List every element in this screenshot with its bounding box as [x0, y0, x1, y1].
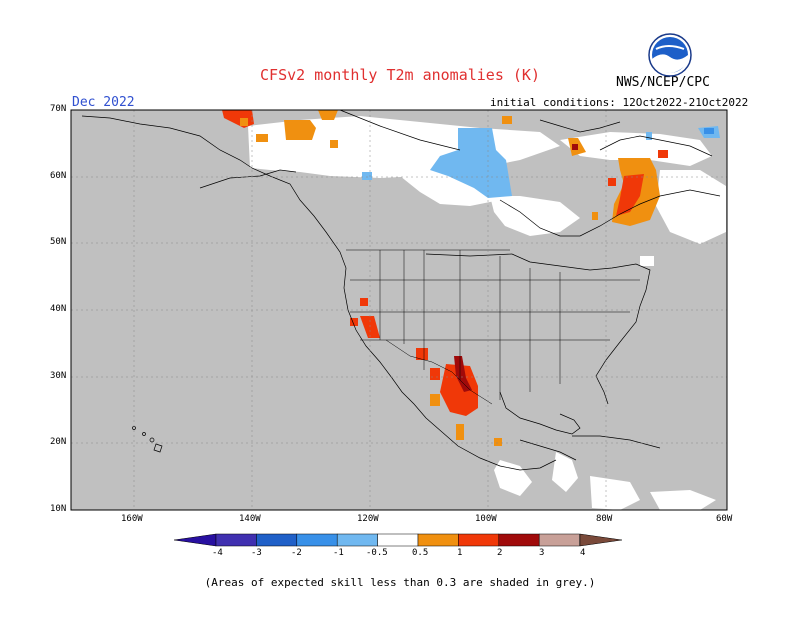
- colorbar-label: -2: [291, 548, 302, 558]
- colorbar-swatch: [417, 533, 459, 547]
- lat-label: 10N: [50, 504, 67, 514]
- map-frame: [70, 109, 728, 511]
- coastlines: [81, 109, 721, 471]
- lon-label: 160W: [121, 514, 143, 524]
- lon-label: 60W: [716, 514, 733, 524]
- colorbar-swatch: [538, 533, 580, 547]
- colorbar-label: 1: [457, 548, 463, 558]
- lon-label: 120W: [357, 514, 379, 524]
- colorbar-high-end: [579, 533, 623, 547]
- lon-label: 80W: [596, 514, 613, 524]
- below-normal-areas: [362, 126, 720, 198]
- colorbar-label: 0.5: [412, 548, 429, 558]
- lat-label: 60N: [50, 171, 67, 181]
- colorbar-label: -3: [251, 548, 262, 558]
- colorbar-low-end: [173, 533, 217, 547]
- lat-label: 50N: [50, 237, 67, 247]
- skill-footnote: (Areas of expected skill less than 0.3 a…: [204, 576, 596, 589]
- lat-label: 20N: [50, 437, 67, 447]
- hawaii-islands: [132, 426, 163, 453]
- noaa-logo: [648, 33, 692, 77]
- lat-label: 30N: [50, 371, 67, 381]
- graticule: [71, 110, 727, 510]
- political-borders: [346, 249, 640, 405]
- colorbar-label: 2: [497, 548, 503, 558]
- colorbar-swatch: [296, 533, 338, 547]
- colorbar-swatch: [458, 533, 500, 547]
- colorbar-swatch: [498, 533, 540, 547]
- initial-conditions: initial conditions: 12Oct2022-21Oct2022: [490, 96, 749, 109]
- colorbar-swatch: [377, 533, 419, 547]
- colorbar-label: -1: [333, 548, 344, 558]
- colorbar-swatch: [336, 533, 378, 547]
- lon-label: 140W: [239, 514, 261, 524]
- above-normal-areas: [222, 110, 668, 446]
- agency-label: NWS/NCEP/CPC: [616, 75, 710, 90]
- colorbar: [173, 533, 623, 547]
- forecast-period: Dec 2022: [72, 95, 135, 110]
- colorbar-label: -4: [212, 548, 223, 558]
- colorbar-label: -0.5: [366, 548, 388, 558]
- colorbar-swatch: [256, 533, 298, 547]
- colorbar-label: 4: [580, 548, 586, 558]
- lat-label: 40N: [50, 304, 67, 314]
- lat-label: 70N: [50, 104, 67, 114]
- colorbar-label: 3: [539, 548, 545, 558]
- map-title: CFSv2 monthly T2m anomalies (K): [260, 66, 540, 84]
- lon-label: 100W: [475, 514, 497, 524]
- colorbar-swatch: [215, 533, 257, 547]
